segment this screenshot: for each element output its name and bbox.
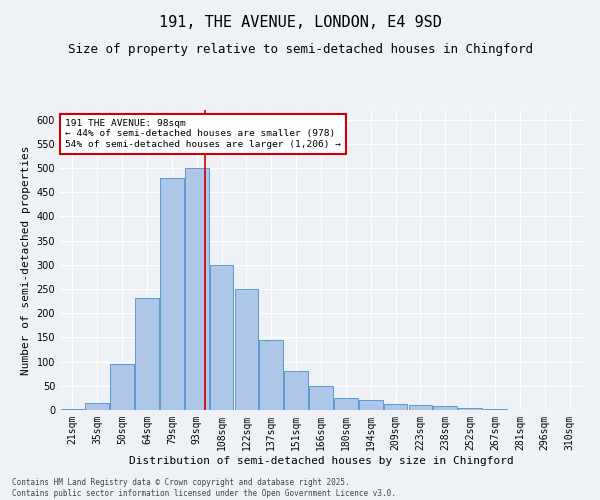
Bar: [284, 372, 308, 410]
Bar: [210, 265, 233, 410]
Bar: [259, 340, 283, 410]
Bar: [85, 402, 109, 410]
Bar: [409, 405, 432, 410]
Bar: [334, 398, 358, 410]
Bar: [458, 408, 482, 410]
Text: 191 THE AVENUE: 98sqm
← 44% of semi-detached houses are smaller (978)
54% of sem: 191 THE AVENUE: 98sqm ← 44% of semi-deta…: [65, 119, 341, 149]
Text: Size of property relative to semi-detached houses in Chingford: Size of property relative to semi-detach…: [67, 42, 533, 56]
Bar: [359, 400, 383, 410]
Bar: [110, 364, 134, 410]
Bar: [309, 386, 333, 410]
Bar: [185, 168, 209, 410]
Bar: [483, 409, 507, 410]
Bar: [235, 289, 258, 410]
Y-axis label: Number of semi-detached properties: Number of semi-detached properties: [21, 145, 31, 375]
Bar: [61, 409, 84, 410]
Text: Contains HM Land Registry data © Crown copyright and database right 2025.
Contai: Contains HM Land Registry data © Crown c…: [12, 478, 396, 498]
X-axis label: Distribution of semi-detached houses by size in Chingford: Distribution of semi-detached houses by …: [128, 456, 514, 466]
Bar: [433, 406, 457, 410]
Bar: [135, 298, 159, 410]
Bar: [160, 178, 184, 410]
Text: 191, THE AVENUE, LONDON, E4 9SD: 191, THE AVENUE, LONDON, E4 9SD: [158, 15, 442, 30]
Bar: [384, 404, 407, 410]
